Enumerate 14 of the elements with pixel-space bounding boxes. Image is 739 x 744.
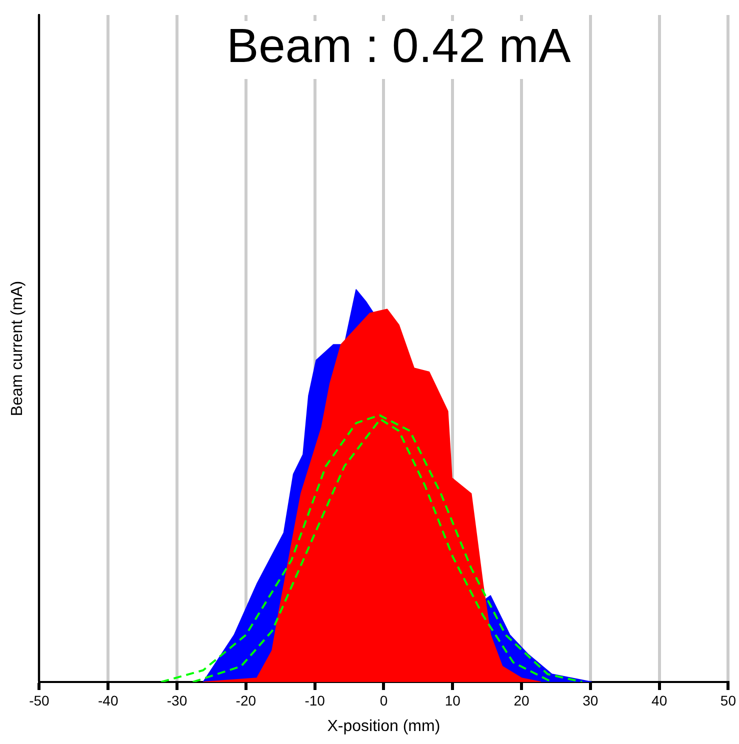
x-axis-title: X-position (mm) — [327, 718, 440, 735]
text: Beam : 0.42 mA — [226, 20, 571, 74]
x-tick-label: -50 — [29, 692, 50, 708]
x-tick-label: 20 — [514, 692, 530, 708]
x-tick-label: 30 — [582, 692, 598, 708]
y-axis-title: Beam current (mA) — [9, 280, 26, 416]
x-tick-label: 40 — [652, 692, 668, 708]
x-tick-label: 0 — [380, 692, 388, 708]
x-tick-label: -20 — [236, 692, 256, 708]
x-tick-label: 10 — [444, 692, 461, 708]
x-tick-label: -30 — [166, 692, 188, 708]
x-tick-label: 50 — [720, 692, 736, 708]
x-tick-label: -40 — [98, 692, 118, 708]
x-tick-label: -10 — [304, 692, 326, 708]
